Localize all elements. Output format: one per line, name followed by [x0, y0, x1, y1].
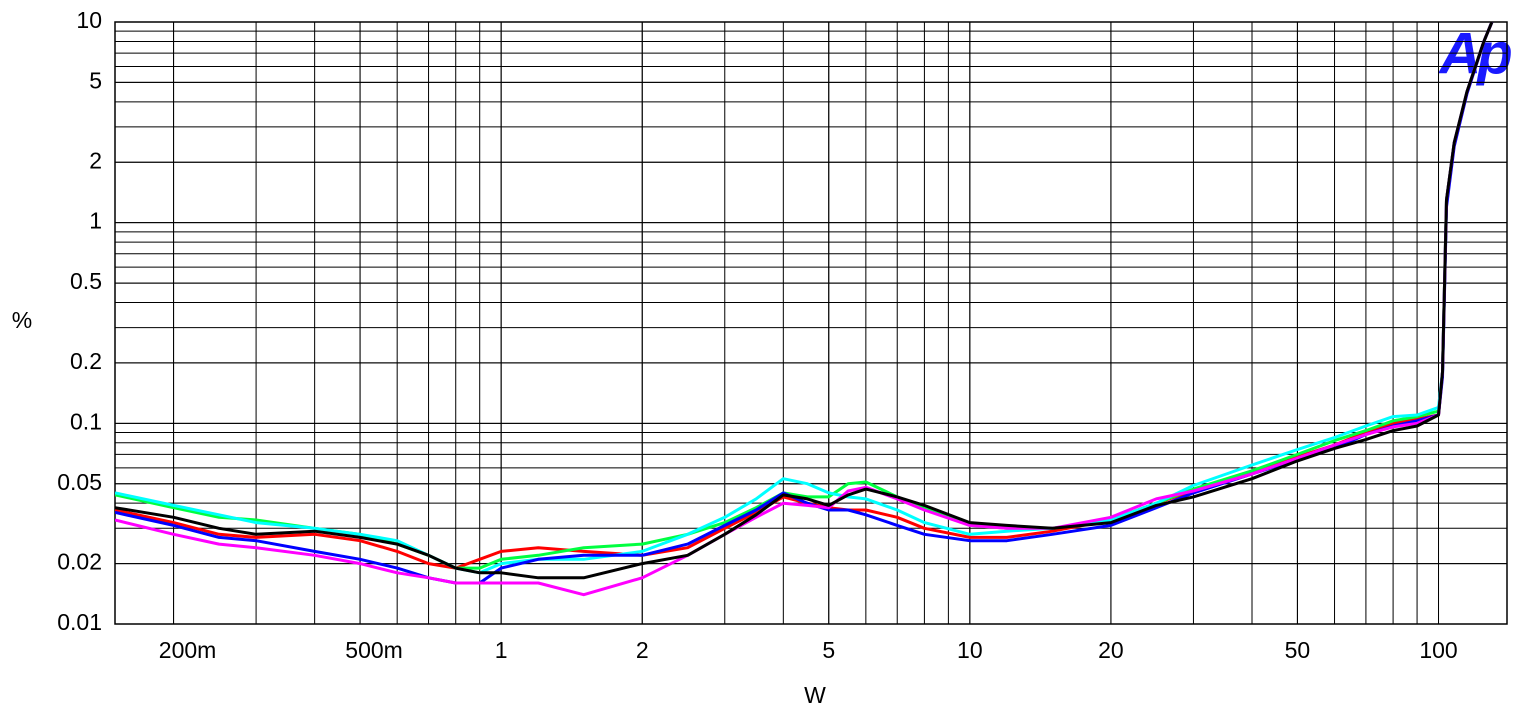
x-tick-label: 50 [1285, 637, 1311, 663]
x-tick-label: 100 [1419, 637, 1457, 663]
x-axis-label: W [804, 682, 826, 708]
x-tick-label: 200m [159, 637, 217, 663]
plot-frame [114, 21, 1508, 625]
y-tick-label: 1 [89, 208, 102, 234]
x-tick-label: 1 [495, 637, 508, 663]
data-line [115, 22, 1494, 570]
y-tick-label: 0.5 [70, 268, 102, 294]
y-tick-label: 0.01 [57, 609, 102, 635]
y-tick-label: 10 [76, 7, 102, 33]
data-line [115, 22, 1494, 575]
data-line [115, 22, 1494, 580]
y-tick-label: 5 [89, 67, 102, 93]
data-line [115, 22, 1494, 570]
y-tick-label: 0.05 [57, 469, 102, 495]
y-tick-label: 0.02 [57, 549, 102, 575]
y-tick-label: 2 [89, 147, 102, 173]
logo: Ap [1437, 21, 1511, 86]
x-tick-label: 10 [957, 637, 983, 663]
data-line [115, 22, 1494, 597]
x-tick-label: 500m [345, 637, 403, 663]
y-tick-label: 0.1 [70, 408, 102, 434]
x-tick-label: 20 [1098, 637, 1124, 663]
y-axis-label: % [12, 307, 32, 333]
y-tick-label: 0.2 [70, 348, 102, 374]
x-tick-label: 2 [636, 637, 649, 663]
x-tick-label: 5 [822, 637, 835, 663]
